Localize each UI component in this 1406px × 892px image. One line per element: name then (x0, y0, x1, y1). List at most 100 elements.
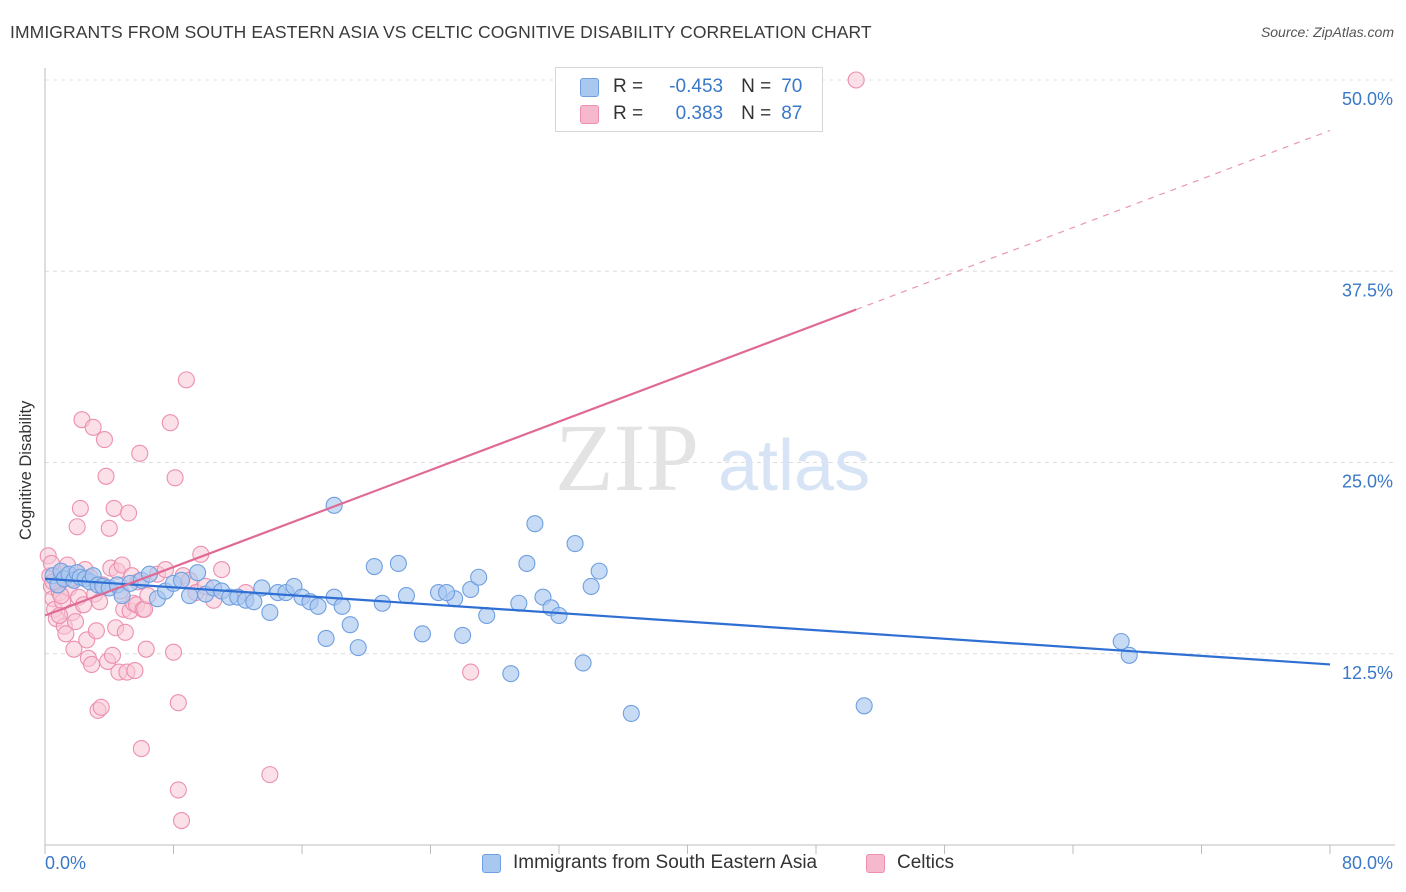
legend-label: Celtics (897, 852, 955, 873)
y-tick-label: 12.5% (1342, 663, 1393, 683)
gridlines (45, 79, 1395, 655)
data-point-immigrants (462, 580, 480, 599)
data-point-celtics (105, 499, 123, 517)
data-point-immigrants (478, 606, 496, 625)
data-point-immigrants (502, 665, 520, 683)
r-value: 0.383 (675, 103, 724, 124)
data-point-celtics (113, 556, 131, 574)
legend-row-celtics: R = 0.383 N = 87 (556, 101, 802, 127)
data-point-celtics (172, 811, 191, 830)
trend-lines (44, 129, 1331, 666)
legend-swatch-blue (580, 77, 599, 97)
data-point-celtics (169, 781, 187, 799)
legend-swatch-blue (482, 853, 501, 873)
data-point-celtics (103, 646, 122, 664)
data-point-immigrants (365, 557, 383, 576)
n-value: 70 (781, 76, 803, 97)
watermark-atlas: atlas (718, 426, 870, 506)
data-point-celtics (166, 469, 184, 487)
axes (44, 68, 1395, 854)
data-point-celtics (847, 71, 865, 89)
data-point-immigrants (438, 583, 456, 602)
legend-swatch-pink (866, 853, 885, 873)
data-point-celtics (126, 662, 144, 680)
data-point-immigrants (454, 626, 472, 644)
data-point-celtics (68, 518, 86, 536)
data-point-immigrants (550, 606, 568, 625)
data-point-immigrants (582, 577, 600, 595)
legend-item-celtics: Celtics (866, 852, 954, 874)
y-axis-label: Cognitive Disability (17, 400, 35, 540)
data-point-immigrants (172, 571, 191, 589)
data-point-celtics (66, 613, 85, 631)
data-point-celtics (71, 499, 89, 517)
data-point-celtics (131, 444, 149, 462)
data-point-immigrants (341, 616, 359, 634)
x-tick-label: 0.0% (45, 853, 86, 873)
data-point-celtics (95, 430, 113, 449)
data-point-immigrants (574, 654, 592, 672)
data-point-immigrants (566, 535, 584, 553)
legend-item-immigrants: Immigrants from South Eastern Asia (482, 852, 817, 874)
tick-labels: 12.5% 25.0% 37.5% 50.0% 0.0% 80.0% (45, 89, 1393, 873)
data-point-celtics (462, 663, 480, 681)
data-point-celtics (100, 519, 118, 537)
stats-legend: R = -0.453 N = 70 R = 0.383 N = 87 (555, 67, 823, 132)
data-point-celtics (87, 622, 105, 640)
data-point-immigrants (317, 629, 335, 648)
n-label: N = (741, 103, 772, 124)
data-point-immigrants (622, 704, 640, 722)
data-point-celtics (137, 640, 155, 658)
data-point-immigrants (526, 515, 544, 533)
chart-title: IMMIGRANTS FROM SOUTH EASTERN ASIA VS CE… (10, 22, 872, 42)
n-value: 87 (781, 103, 803, 124)
x-tick-label: 80.0% (1342, 853, 1393, 873)
y-tick-label: 25.0% (1342, 472, 1393, 492)
data-point-immigrants (510, 594, 528, 612)
data-point-immigrants (855, 697, 873, 715)
data-point-immigrants (590, 562, 608, 580)
trend-line-celtics-projection (855, 129, 1331, 311)
trend-line-celtics (44, 308, 857, 617)
n-label: N = (741, 76, 772, 97)
data-point-celtics (177, 371, 195, 389)
data-point-immigrants (113, 587, 131, 605)
data-point-immigrants (349, 639, 367, 657)
trend-line-immigrants (44, 577, 1331, 666)
source-label: Source: ZipAtlas.com (1260, 24, 1394, 40)
data-point-celtics (65, 640, 83, 658)
legend-swatch-pink (580, 104, 599, 124)
data-point-celtics (83, 655, 101, 674)
data-point-celtics (57, 625, 75, 643)
data-point-immigrants (389, 554, 407, 573)
data-point-immigrants (181, 587, 199, 605)
data-point-celtics (119, 504, 138, 522)
data-point-celtics (213, 561, 231, 579)
watermark-zip: ZIP (555, 404, 699, 511)
data-point-celtics (84, 418, 102, 436)
legend-label: Immigrants from South Eastern Asia (513, 852, 818, 873)
data-point-celtics (97, 467, 115, 485)
y-tick-label: 37.5% (1342, 280, 1393, 300)
data-point-immigrants (397, 587, 415, 605)
data-point-celtics (132, 740, 150, 758)
data-point-celtics (92, 698, 110, 716)
data-point-celtics (261, 766, 279, 784)
legend-row-immigrants: R = -0.453 N = 70 (556, 74, 802, 100)
data-point-immigrants (309, 597, 327, 615)
data-point-celtics (161, 414, 179, 432)
data-point-immigrants (470, 568, 488, 586)
data-point-immigrants (373, 594, 391, 612)
data-point-immigrants (333, 597, 351, 615)
y-tick-label: 50.0% (1342, 89, 1393, 109)
data-point-celtics (164, 643, 183, 661)
r-label: R = (613, 76, 644, 97)
data-point-immigrants (518, 554, 536, 573)
data-point-celtics (169, 694, 187, 712)
data-point-immigrants (189, 564, 207, 582)
r-value: -0.453 (669, 76, 724, 97)
data-point-immigrants (261, 603, 279, 621)
series-immigrants (44, 496, 1138, 722)
data-point-celtics (116, 623, 134, 641)
